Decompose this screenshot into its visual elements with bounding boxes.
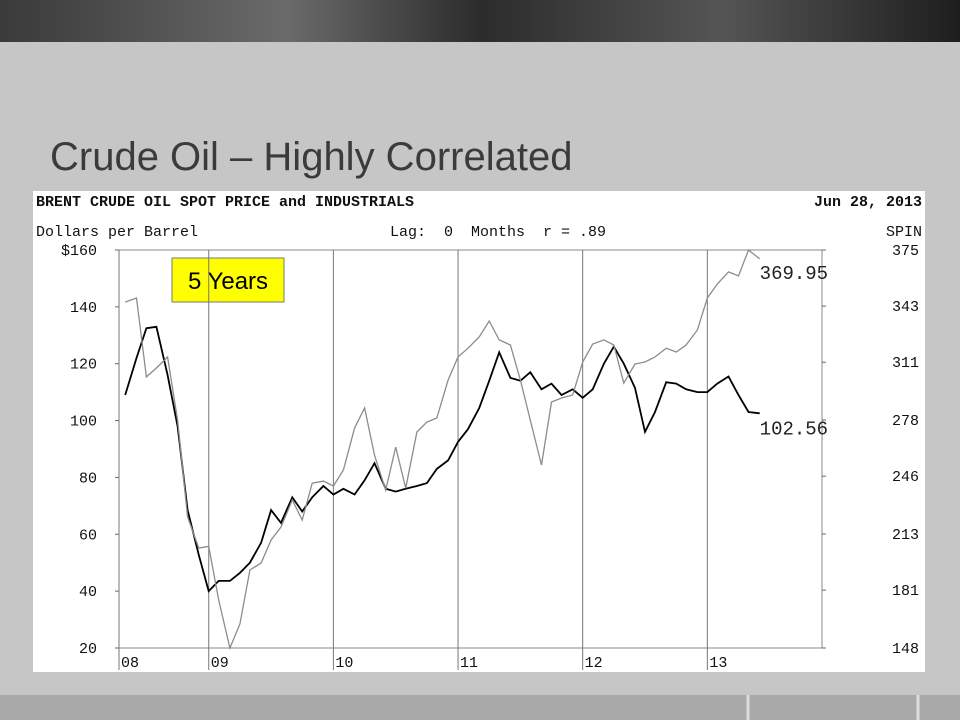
y2-tick-label: 148	[892, 641, 919, 658]
y-tick-label: $160	[61, 243, 97, 260]
y-tick-label: 140	[70, 300, 97, 317]
footer-band	[0, 695, 960, 720]
annotation-box	[171, 257, 285, 303]
chart-date: Jun 28, 2013	[814, 194, 922, 211]
y-tick-label: 20	[79, 641, 97, 658]
annotation: 5 Years	[188, 268, 268, 295]
end-value-label: 369.95	[760, 263, 828, 285]
data-line	[124, 248, 761, 651]
x-tick-label: 09	[211, 655, 229, 672]
y-tick-label: 60	[79, 527, 97, 544]
slide-title: Crude Oil – Highly Correlated	[50, 135, 572, 179]
x-tick-label: 12	[585, 655, 603, 672]
chart-title: BRENT CRUDE OIL SPOT PRICE and INDUSTRIA…	[36, 194, 414, 211]
y2-tick-label: 181	[892, 583, 919, 600]
y-tick-label: 120	[70, 357, 97, 374]
y-axis-label: Dollars per Barrel	[36, 224, 198, 241]
x-tick-label: 10	[335, 655, 353, 672]
y2-tick-label: 246	[892, 469, 919, 486]
y2-tick-label: 278	[892, 413, 919, 430]
y2-axis-label: SPIN	[886, 224, 922, 241]
y-tick-label: 100	[70, 414, 97, 431]
y2-tick-label: 213	[892, 527, 919, 544]
header-band	[0, 0, 960, 42]
y2-tick-label: 375	[892, 243, 919, 260]
chart: BRENT CRUDE OIL SPOT PRICE and INDUSTRIA…	[33, 191, 925, 672]
y2-tick-label: 311	[892, 355, 919, 372]
chart-subtitle: Lag: 0 Months r = .89	[390, 224, 606, 241]
end-value-label: 102.56	[760, 418, 828, 440]
y-tick-label: 40	[79, 584, 97, 601]
y2-tick-label: 343	[892, 299, 919, 316]
x-tick-label: 08	[121, 655, 139, 672]
data-line	[124, 325, 760, 593]
y-tick-label: 80	[79, 470, 97, 487]
x-tick-label: 11	[460, 655, 478, 672]
x-tick-label: 13	[709, 655, 727, 672]
